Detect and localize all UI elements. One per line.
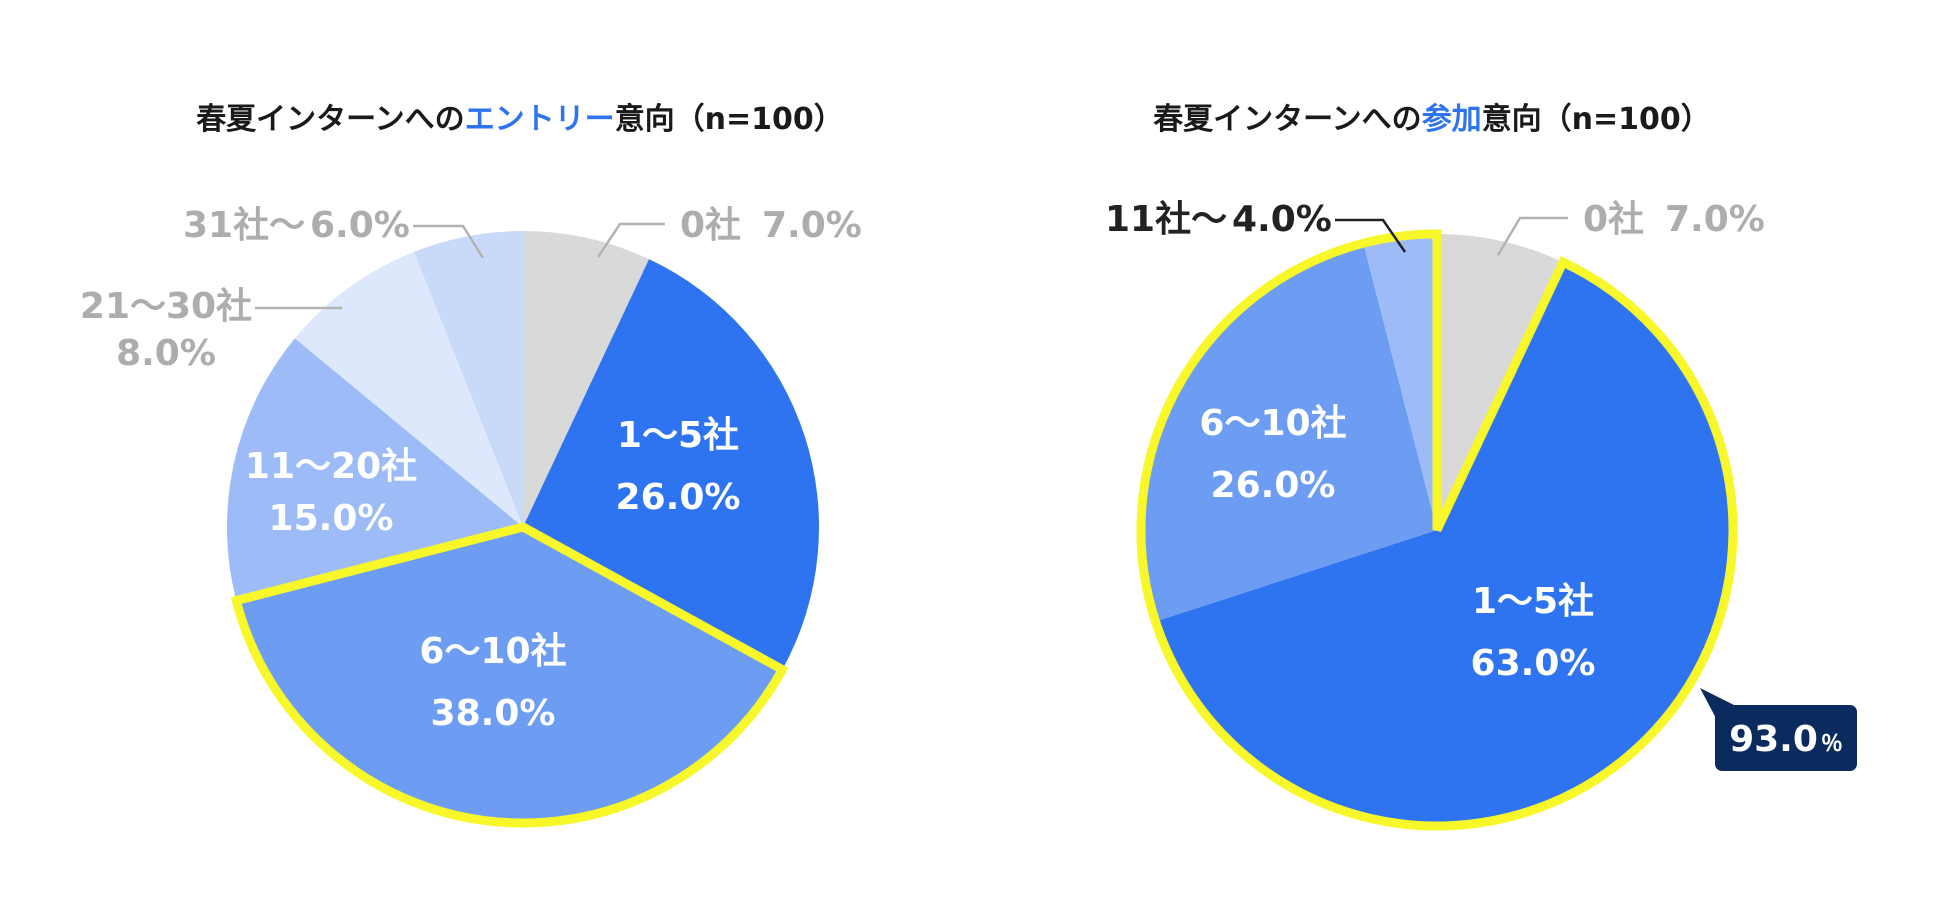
- slice-value: 15.0%: [269, 498, 394, 539]
- slice-label-6-10: 6〜10社 38.0%: [419, 631, 566, 734]
- slice-category: 6〜10社: [1199, 403, 1346, 444]
- slice-label-6-10: 6〜10社 26.0%: [1199, 403, 1346, 506]
- slice-label-1-5: 1〜5社 63.0%: [1471, 581, 1596, 684]
- slice-label-0: 0社 7.0%: [596, 205, 862, 258]
- slice-label-11-20: 11〜20社 15.0%: [245, 446, 417, 539]
- slice-category: 31社〜: [183, 205, 305, 246]
- slice-category: 21〜30社: [80, 286, 252, 327]
- leader-line: [413, 224, 485, 259]
- slice-value: 26.0%: [616, 477, 741, 518]
- pie: [227, 231, 820, 828]
- title-prefix: 春夏インターンへの: [1153, 102, 1422, 137]
- callout-box: [1715, 705, 1857, 771]
- slice-value: 38.0%: [431, 693, 556, 734]
- slice-label-1-5: 1〜5社 26.0%: [616, 415, 741, 518]
- slice-category: 0社: [1583, 199, 1644, 240]
- slice-label-31plus: 31社〜 6.0%: [183, 205, 485, 259]
- slice-value: 6.0%: [310, 205, 410, 246]
- slice-label-11plus: 11社〜 4.0%: [1105, 199, 1407, 253]
- title-highlight: エントリー: [465, 102, 615, 137]
- slice-category: 1〜5社: [1472, 581, 1594, 622]
- pie-slice-11-20: [227, 338, 523, 601]
- highlight-outline: [1136, 229, 1738, 831]
- callout-value: 93.0 ％: [1729, 719, 1843, 760]
- slice-category: 1〜5社: [617, 415, 739, 456]
- participation-intention-chart: 春夏インターンへの参加意向（n=100） 1〜5社 63.0% 6〜10社 26…: [1105, 102, 1857, 831]
- leader-line: [1335, 218, 1407, 253]
- pie: [1136, 229, 1738, 831]
- slice-category: 0社: [680, 205, 741, 246]
- pie-slice-31-plus: [414, 231, 523, 527]
- slice-category: 6〜10社: [419, 631, 566, 672]
- slice-category: 11社〜: [1105, 199, 1227, 240]
- callout-unit: ％: [1821, 732, 1843, 757]
- slice-value: 7.0%: [762, 205, 862, 246]
- chart-title: 春夏インターンへのエントリー意向（n=100）: [196, 102, 844, 137]
- title-highlight: 参加: [1422, 102, 1482, 137]
- title-suffix: 意向（n=100）: [1482, 102, 1711, 137]
- slice-label-21-30: 21〜30社 8.0%: [80, 286, 342, 374]
- pie-slice-11-plus: [1363, 234, 1437, 530]
- title-prefix: 春夏インターンへの: [196, 102, 465, 137]
- slice-category: 11〜20社: [245, 446, 417, 487]
- leader-line: [1496, 216, 1568, 256]
- callout-number: 93.0: [1729, 719, 1818, 760]
- total-callout: 93.0 ％: [1700, 688, 1857, 771]
- slice-label-0: 0社 7.0%: [1496, 199, 1765, 256]
- title-suffix: 意向（n=100）: [615, 102, 844, 137]
- pie-slice-1-5: [1155, 262, 1734, 827]
- slice-value: 26.0%: [1211, 465, 1336, 506]
- leader-line: [596, 222, 665, 258]
- pie-slice-21-30: [294, 251, 523, 528]
- pie-slice-6-10: [236, 527, 783, 824]
- slice-value: 4.0%: [1232, 199, 1332, 240]
- slice-value: 8.0%: [116, 333, 216, 374]
- chart-title: 春夏インターンへの参加意向（n=100）: [1153, 102, 1711, 137]
- slice-value: 63.0%: [1471, 643, 1596, 684]
- highlight-outline: [230, 522, 789, 828]
- entry-intention-chart: 春夏インターンへのエントリー意向（n=100） 1〜5社 26.0% 6〜10社…: [80, 102, 862, 828]
- slice-value: 7.0%: [1665, 199, 1765, 240]
- pie-slice-0: [523, 231, 650, 527]
